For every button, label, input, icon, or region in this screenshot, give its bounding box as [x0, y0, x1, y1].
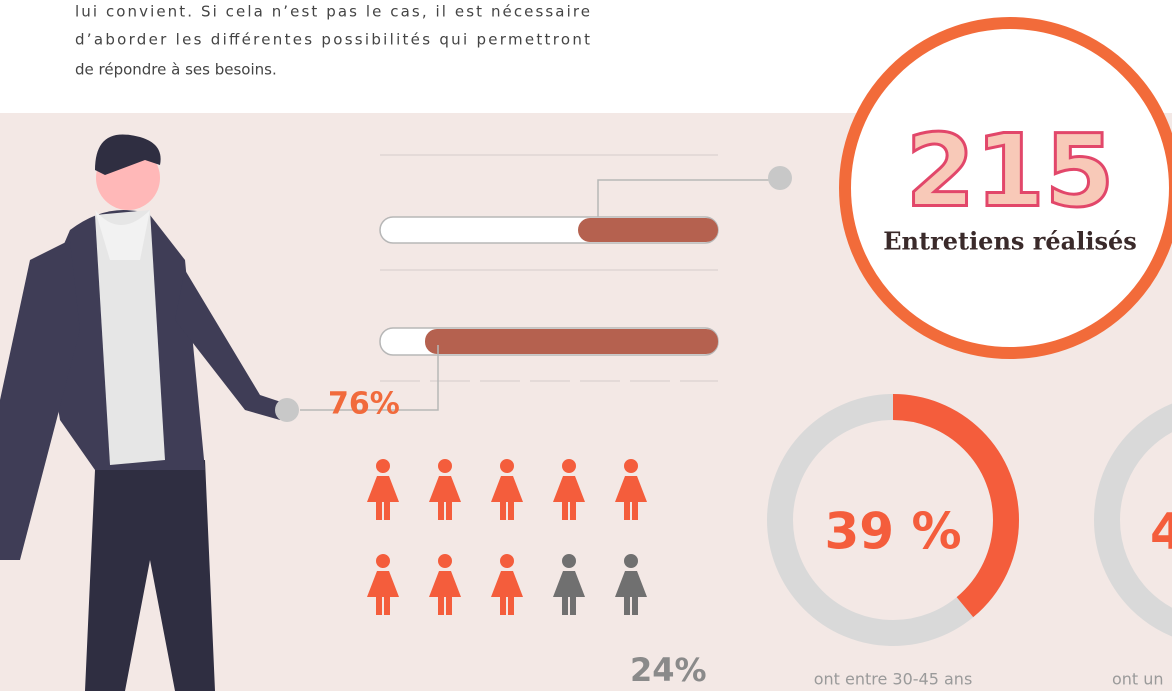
- interviews-label: Entretiens réalisés: [883, 227, 1137, 256]
- interviews-number: 215: [906, 112, 1115, 229]
- person-icon: [429, 459, 461, 520]
- donut-value-label: 39 %: [824, 503, 961, 561]
- intro-line: lui convient. Si cela n’est pas le cas, …: [75, 3, 590, 21]
- person-icon: [615, 459, 647, 520]
- donut-caption: ont un: [1112, 670, 1164, 689]
- intro-line: de répondre à ses besoins.: [75, 61, 277, 79]
- person-icon: [553, 459, 585, 520]
- intro-line: d’aborder les différentes possibilités q…: [75, 31, 590, 49]
- person-icon: [553, 554, 585, 615]
- progress-bars: [275, 154, 792, 422]
- person-icon: [429, 554, 461, 615]
- person-illustration: [0, 134, 290, 691]
- women-percent: 76%: [328, 387, 400, 422]
- person-icon: [367, 554, 399, 615]
- people-icons: [367, 459, 647, 615]
- men-percent: 24%: [630, 651, 707, 689]
- person-icon: [367, 459, 399, 520]
- person-icon: [615, 554, 647, 615]
- donut-value-label: 4: [1150, 503, 1172, 561]
- donut-track: [1094, 403, 1172, 637]
- person-icon: [491, 554, 523, 615]
- donut-caption: ont entre 30-45 ans: [814, 670, 973, 689]
- donut-arc: [767, 394, 1019, 646]
- interviews-circle: [839, 17, 1172, 359]
- person-icon: [491, 459, 523, 520]
